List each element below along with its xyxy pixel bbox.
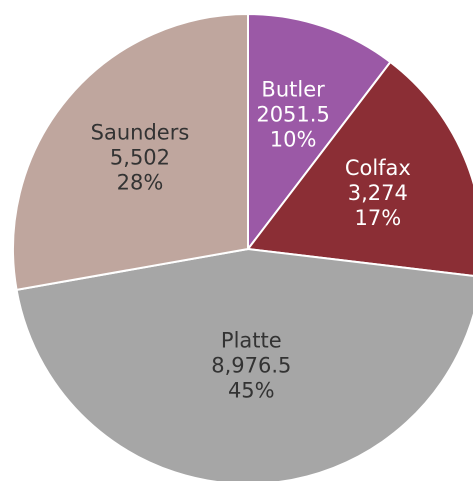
slice-percent: 17% [354, 206, 401, 230]
slice-percent: 28% [117, 170, 164, 194]
pie-slice [246, 60, 473, 277]
slice-value: 3,274 [348, 181, 408, 205]
slice-percent: 45% [228, 378, 275, 402]
slice-label: Saunders [91, 120, 190, 144]
slice-percent: 10% [270, 127, 317, 151]
pie-slice [15, 247, 473, 481]
slice-label: Colfax [345, 156, 411, 180]
slice-value: 5,502 [110, 145, 170, 169]
slice-value: 2051.5 [256, 102, 329, 126]
slice-value: 8,976.5 [211, 353, 291, 377]
slice-label: Butler [261, 77, 325, 101]
pie-slice [247, 12, 392, 252]
pie-slice [12, 12, 249, 292]
slice-label: Platte [221, 328, 282, 352]
